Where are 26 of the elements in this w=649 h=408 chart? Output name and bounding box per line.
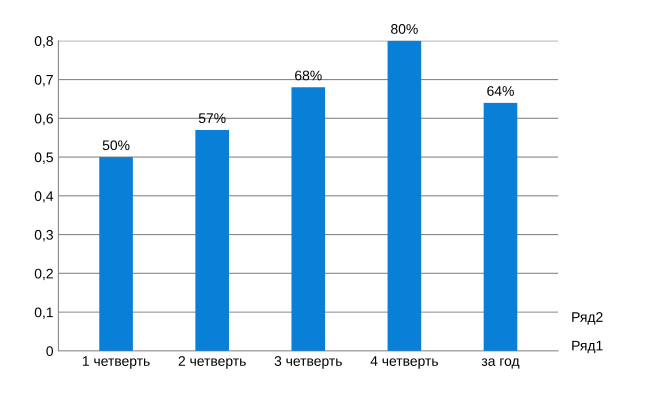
- y-tick-label: 0,3: [34, 230, 53, 242]
- text: Ряд1: [572, 340, 603, 354]
- x-tick-label: 1 четверть: [82, 356, 150, 369]
- bar: [99, 157, 133, 351]
- text: Ряд2: [572, 312, 603, 325]
- y-tick-label: 0,2: [34, 268, 53, 280]
- x-tick-label: 3 четверть: [274, 356, 342, 369]
- data-label: 68%: [295, 70, 322, 80]
- y-tick-label: 0,1: [34, 307, 53, 319]
- y-tick-label: 0,6: [34, 114, 53, 126]
- y-tick-label: 0: [46, 346, 54, 356]
- y-tick-label: 0,5: [34, 152, 53, 164]
- x-tick-label: 4 четверть: [370, 356, 438, 369]
- bar: [388, 40, 422, 351]
- x-tick-label: за год: [482, 358, 520, 369]
- bar: [291, 87, 326, 351]
- y-tick-label: 0,7: [34, 74, 53, 86]
- data-label: 57%: [198, 113, 226, 124]
- data-label: 80%: [391, 24, 418, 34]
- y-tick-label: 0,8: [34, 36, 53, 48]
- bar: [484, 102, 518, 351]
- bar: [195, 130, 229, 351]
- y-tick-label: 0,4: [34, 191, 54, 203]
- data-label: 64%: [487, 86, 514, 96]
- data-label: 50%: [102, 140, 130, 150]
- x-tick-label: 2 четверть: [178, 356, 246, 369]
